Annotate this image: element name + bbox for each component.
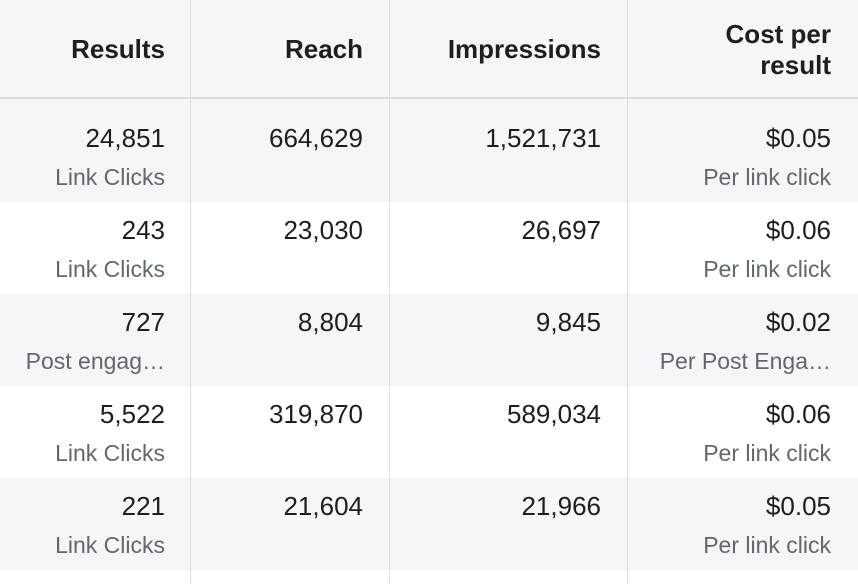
cell-value: 21,966	[521, 491, 601, 521]
cell-value: $0.05	[765, 123, 831, 153]
cell-value: 589,034	[507, 399, 601, 429]
column-header: Impressions	[447, 34, 601, 64]
table-row	[0, 202, 858, 294]
cell-subtext: Per link click	[703, 532, 831, 558]
column-divider	[190, 0, 191, 584]
cell-value: 319,870	[269, 399, 363, 429]
cell-value: 24,851	[85, 123, 165, 153]
cell-value: 23,030	[283, 215, 363, 245]
cell-value: 243	[121, 215, 165, 245]
cell-subtext: Link Clicks	[55, 256, 165, 282]
column-header: Reach	[284, 34, 363, 64]
table-row	[0, 294, 858, 386]
table-row	[0, 110, 858, 202]
cell-value: 26,697	[521, 215, 601, 245]
cell-value: 9,845	[535, 307, 601, 337]
cell-value: 727	[121, 307, 165, 337]
header-row	[0, 0, 858, 99]
cell-subtext: Per Post Enga…	[659, 348, 831, 374]
cell-subtext: Link Clicks	[55, 440, 165, 466]
cell-value: $0.06	[765, 399, 831, 429]
column-divider	[389, 0, 390, 584]
cell-value: 664,629	[269, 123, 363, 153]
cut-row	[0, 99, 858, 110]
cell-value: $0.05	[765, 491, 831, 521]
cell-value: $0.02	[765, 307, 831, 337]
cell-value: 221	[121, 491, 165, 521]
cell-value: 1,521,731	[485, 123, 601, 153]
cell-value: 21,604	[283, 491, 363, 521]
column-header: Results	[71, 34, 165, 64]
cell-subtext: Per link click	[703, 256, 831, 282]
cell-value: $0.06	[765, 215, 831, 245]
table-row	[0, 386, 858, 478]
cell-subtext: Per link click	[703, 164, 831, 190]
table-row	[0, 478, 858, 570]
column-divider	[627, 0, 628, 584]
cell-subtext: Post engag…	[25, 348, 165, 374]
column-header: Cost per result	[725, 19, 831, 80]
cell-subtext: Link Clicks	[55, 532, 165, 558]
cell-subtext: Link Clicks	[55, 164, 165, 190]
cell-value: 8,804	[297, 307, 363, 337]
cell-subtext: Per link click	[703, 440, 831, 466]
cell-value: 5,522	[99, 399, 165, 429]
